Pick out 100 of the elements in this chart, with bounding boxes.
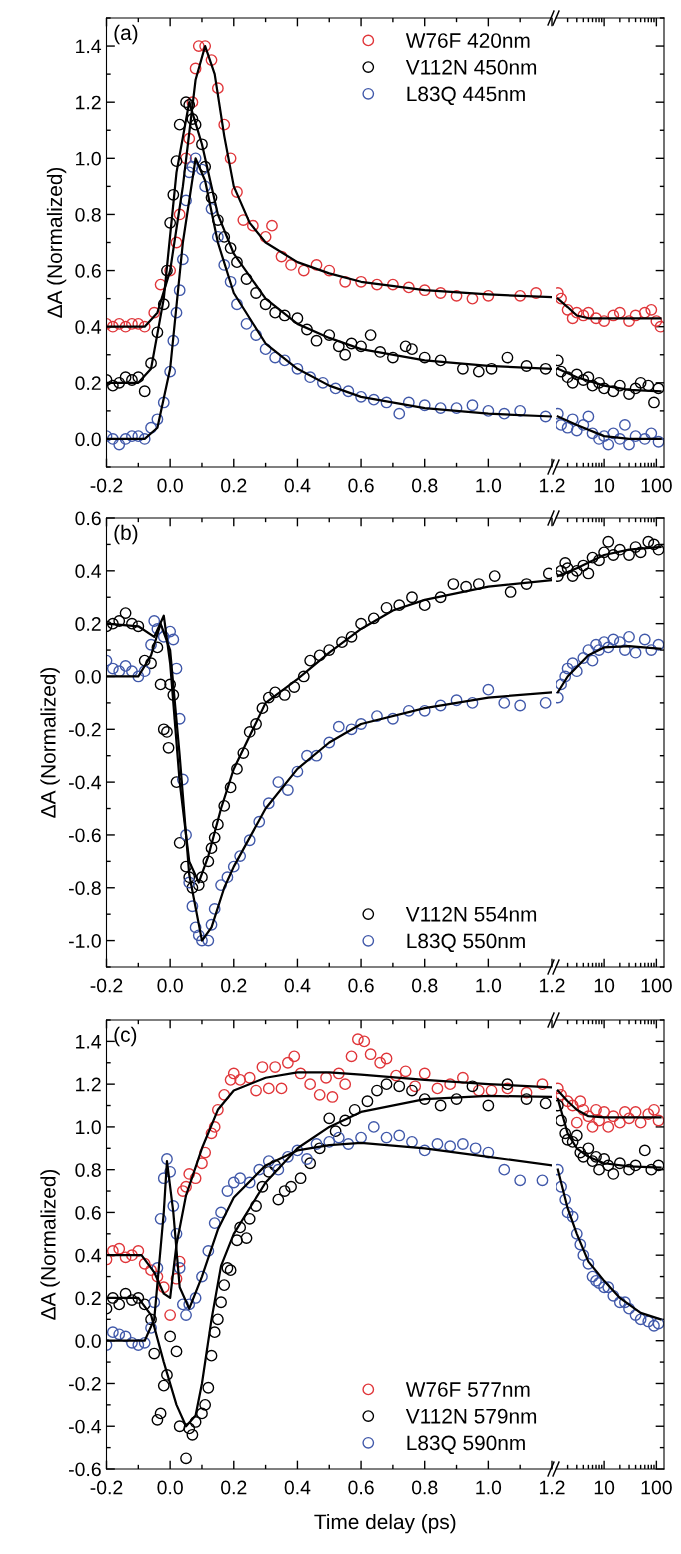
point xyxy=(205,918,218,931)
point xyxy=(539,410,552,423)
point xyxy=(313,649,326,662)
point xyxy=(138,665,151,678)
point xyxy=(434,591,447,604)
point xyxy=(196,163,208,176)
point xyxy=(291,362,304,375)
point xyxy=(189,62,202,75)
point xyxy=(402,281,415,294)
point xyxy=(180,1309,192,1321)
point xyxy=(154,1212,167,1225)
point xyxy=(250,329,262,342)
point xyxy=(145,1264,157,1277)
y-axis-title: ΔA (Normalized) xyxy=(40,667,60,818)
point xyxy=(364,1048,377,1061)
point xyxy=(215,1206,227,1219)
point xyxy=(173,118,186,131)
point xyxy=(288,1050,301,1063)
annotation: (b) xyxy=(114,524,138,545)
y-tick-label: -0.6 xyxy=(69,828,101,843)
point xyxy=(501,351,514,364)
y-tick-label: 0.8 xyxy=(75,1163,101,1177)
point xyxy=(205,842,218,855)
point xyxy=(336,636,348,649)
y-tick-label: 0.8 xyxy=(75,207,101,222)
point xyxy=(259,230,272,243)
point xyxy=(164,216,177,229)
point xyxy=(304,1078,317,1091)
point xyxy=(332,340,345,353)
point xyxy=(113,1328,126,1341)
point xyxy=(126,1336,138,1349)
point xyxy=(132,1245,145,1257)
point xyxy=(456,1138,469,1150)
point xyxy=(186,900,199,913)
point xyxy=(164,1165,177,1178)
point xyxy=(243,1176,256,1189)
point xyxy=(199,1146,212,1159)
point xyxy=(272,1163,285,1176)
point xyxy=(472,1084,485,1097)
point xyxy=(164,678,177,691)
y-tick-label: 1.0 xyxy=(76,1120,101,1135)
point xyxy=(332,1131,345,1144)
x-tick-label: 0.0 xyxy=(157,1480,183,1495)
y-tick-label: -0.4 xyxy=(69,775,102,790)
point xyxy=(180,152,192,165)
point xyxy=(345,723,358,736)
legend-label: V112N 579nm xyxy=(405,1408,537,1424)
point xyxy=(332,720,345,733)
point xyxy=(231,256,243,269)
point xyxy=(355,617,367,630)
point xyxy=(275,1082,288,1095)
point xyxy=(402,396,415,409)
point xyxy=(132,430,145,443)
point xyxy=(262,797,275,810)
point xyxy=(211,214,224,226)
point xyxy=(431,1082,444,1095)
point xyxy=(176,773,189,786)
point xyxy=(170,1272,183,1285)
point xyxy=(211,230,224,243)
point xyxy=(269,351,282,364)
point xyxy=(520,360,533,372)
point xyxy=(323,644,336,656)
point xyxy=(145,357,157,370)
point xyxy=(536,1078,549,1091)
x-tick-label: 1.2 xyxy=(539,978,565,993)
x-tick-label: 0.4 xyxy=(284,978,311,993)
point xyxy=(218,259,231,271)
point xyxy=(301,749,313,762)
point xyxy=(243,1071,256,1084)
point xyxy=(208,831,221,844)
point xyxy=(301,323,313,336)
point xyxy=(138,385,151,398)
x-tick-label: 1.0 xyxy=(476,478,502,493)
point xyxy=(313,1088,326,1101)
point xyxy=(180,829,192,841)
point xyxy=(192,40,205,52)
point xyxy=(157,630,170,643)
x-tick-label: 1.2 xyxy=(539,1480,565,1495)
point xyxy=(447,578,460,590)
y-tick-label: 1.4 xyxy=(76,1035,102,1049)
point xyxy=(367,393,380,406)
point xyxy=(444,1078,457,1091)
point xyxy=(418,1144,431,1157)
y-tick-label: -0.4 xyxy=(69,1419,102,1434)
x-tick-label: 0.8 xyxy=(411,478,438,493)
point xyxy=(180,194,192,207)
point xyxy=(231,298,243,311)
y-tick-label: 0.6 xyxy=(75,511,101,526)
point xyxy=(138,320,151,333)
point xyxy=(167,633,180,646)
point xyxy=(113,376,126,389)
point xyxy=(259,298,272,311)
point xyxy=(262,1082,275,1095)
x-tick-label: 0.0 xyxy=(157,478,183,493)
point xyxy=(450,694,463,707)
point xyxy=(218,230,231,243)
point xyxy=(406,591,418,604)
point xyxy=(208,1217,221,1230)
point xyxy=(291,765,304,778)
point xyxy=(297,264,310,277)
